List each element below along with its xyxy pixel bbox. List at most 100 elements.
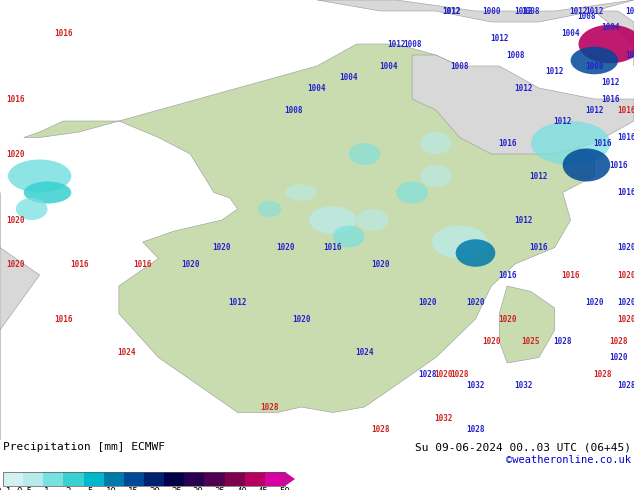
Text: 1020: 1020 (418, 298, 437, 307)
Ellipse shape (23, 181, 71, 203)
Text: 25: 25 (171, 487, 182, 490)
Text: 1012: 1012 (585, 6, 604, 16)
Text: Su 09-06-2024 00..03 UTC (06+45): Su 09-06-2024 00..03 UTC (06+45) (415, 442, 631, 452)
Text: 1012: 1012 (490, 34, 508, 43)
Ellipse shape (563, 148, 610, 181)
Text: 1016: 1016 (617, 133, 634, 142)
Text: 1000: 1000 (482, 6, 501, 16)
Text: 1020: 1020 (434, 369, 453, 378)
Ellipse shape (420, 165, 451, 187)
Text: 1004: 1004 (339, 73, 358, 81)
Text: 1004: 1004 (307, 83, 327, 93)
Text: 1016: 1016 (6, 95, 25, 103)
Text: 1020: 1020 (617, 298, 634, 307)
Text: 45: 45 (258, 487, 269, 490)
Text: 1020: 1020 (466, 298, 485, 307)
Text: 1016: 1016 (54, 28, 73, 38)
Text: 1012: 1012 (228, 298, 247, 307)
Text: 1016: 1016 (593, 139, 612, 147)
Text: 1012: 1012 (585, 105, 604, 115)
Text: 1020: 1020 (617, 243, 634, 252)
Text: 1012: 1012 (601, 78, 619, 87)
Text: 1016: 1016 (498, 139, 517, 147)
Text: 1012: 1012 (387, 40, 406, 49)
Ellipse shape (16, 198, 48, 220)
Bar (124, 472, 144, 486)
Text: 1028: 1028 (466, 424, 485, 434)
Bar (224, 472, 245, 486)
Bar (23, 472, 43, 486)
Ellipse shape (285, 184, 317, 201)
Ellipse shape (396, 181, 428, 203)
Bar (144, 472, 164, 486)
Text: 1012: 1012 (514, 216, 533, 224)
Text: 1024: 1024 (355, 347, 374, 357)
Bar (84, 472, 104, 486)
Text: 1: 1 (44, 487, 49, 490)
Ellipse shape (571, 47, 618, 74)
Text: 1012: 1012 (529, 172, 548, 180)
Text: 1012: 1012 (624, 6, 634, 16)
Ellipse shape (8, 160, 71, 193)
Text: 1020: 1020 (276, 243, 295, 252)
Text: 30: 30 (193, 487, 204, 490)
Text: 1020: 1020 (6, 149, 25, 158)
Text: 1008: 1008 (403, 40, 422, 49)
Bar (63, 472, 84, 486)
Text: 1020: 1020 (482, 337, 501, 345)
Text: 1020: 1020 (292, 315, 311, 323)
Text: 1028: 1028 (553, 337, 572, 345)
Text: 0.1: 0.1 (0, 487, 11, 490)
Polygon shape (0, 193, 39, 440)
Text: 1004: 1004 (601, 23, 619, 32)
Ellipse shape (333, 225, 365, 247)
Text: 1012: 1012 (514, 6, 533, 16)
Text: 1016: 1016 (529, 243, 548, 252)
Text: 1008: 1008 (450, 62, 469, 71)
Text: 1016: 1016 (609, 161, 628, 170)
Text: 1016: 1016 (617, 188, 634, 197)
Text: ©weatheronline.co.uk: ©weatheronline.co.uk (506, 455, 631, 465)
Text: 1012: 1012 (553, 117, 572, 125)
Text: 1012: 1012 (545, 67, 564, 76)
Bar (43, 472, 63, 486)
Bar (265, 472, 285, 486)
Text: 1020: 1020 (498, 315, 517, 323)
Text: 1028: 1028 (609, 337, 628, 345)
Text: 1016: 1016 (617, 105, 634, 115)
Ellipse shape (531, 121, 610, 165)
Text: 1020: 1020 (585, 298, 604, 307)
Text: 1016: 1016 (498, 270, 517, 279)
Text: 20: 20 (150, 487, 160, 490)
Text: 1012: 1012 (624, 50, 634, 59)
Text: 1024: 1024 (117, 347, 136, 357)
Polygon shape (412, 55, 634, 154)
Text: 1028: 1028 (260, 402, 279, 412)
Text: 1020: 1020 (6, 260, 25, 269)
Ellipse shape (578, 25, 634, 63)
Bar (164, 472, 184, 486)
Text: 1032: 1032 (434, 414, 453, 422)
Ellipse shape (456, 239, 495, 267)
Ellipse shape (349, 143, 380, 165)
Text: Precipitation [mm] ECMWF: Precipitation [mm] ECMWF (3, 442, 165, 452)
Text: 1020: 1020 (181, 260, 200, 269)
Bar (104, 472, 124, 486)
Text: 1016: 1016 (323, 243, 342, 252)
Text: 1008: 1008 (284, 105, 302, 115)
Text: 1020: 1020 (617, 270, 634, 279)
Text: 1016: 1016 (601, 95, 619, 103)
Text: 1028: 1028 (617, 381, 634, 390)
Ellipse shape (356, 209, 388, 231)
Text: 1016: 1016 (133, 260, 152, 269)
Text: 35: 35 (214, 487, 225, 490)
Text: 1020: 1020 (6, 216, 25, 224)
Polygon shape (500, 286, 555, 363)
Text: 1020: 1020 (609, 353, 628, 362)
Text: 1012: 1012 (443, 6, 461, 16)
Text: 1012: 1012 (443, 6, 461, 16)
Ellipse shape (257, 201, 281, 217)
Text: 40: 40 (236, 487, 247, 490)
Text: 10: 10 (106, 487, 117, 490)
Text: 1020: 1020 (212, 243, 231, 252)
